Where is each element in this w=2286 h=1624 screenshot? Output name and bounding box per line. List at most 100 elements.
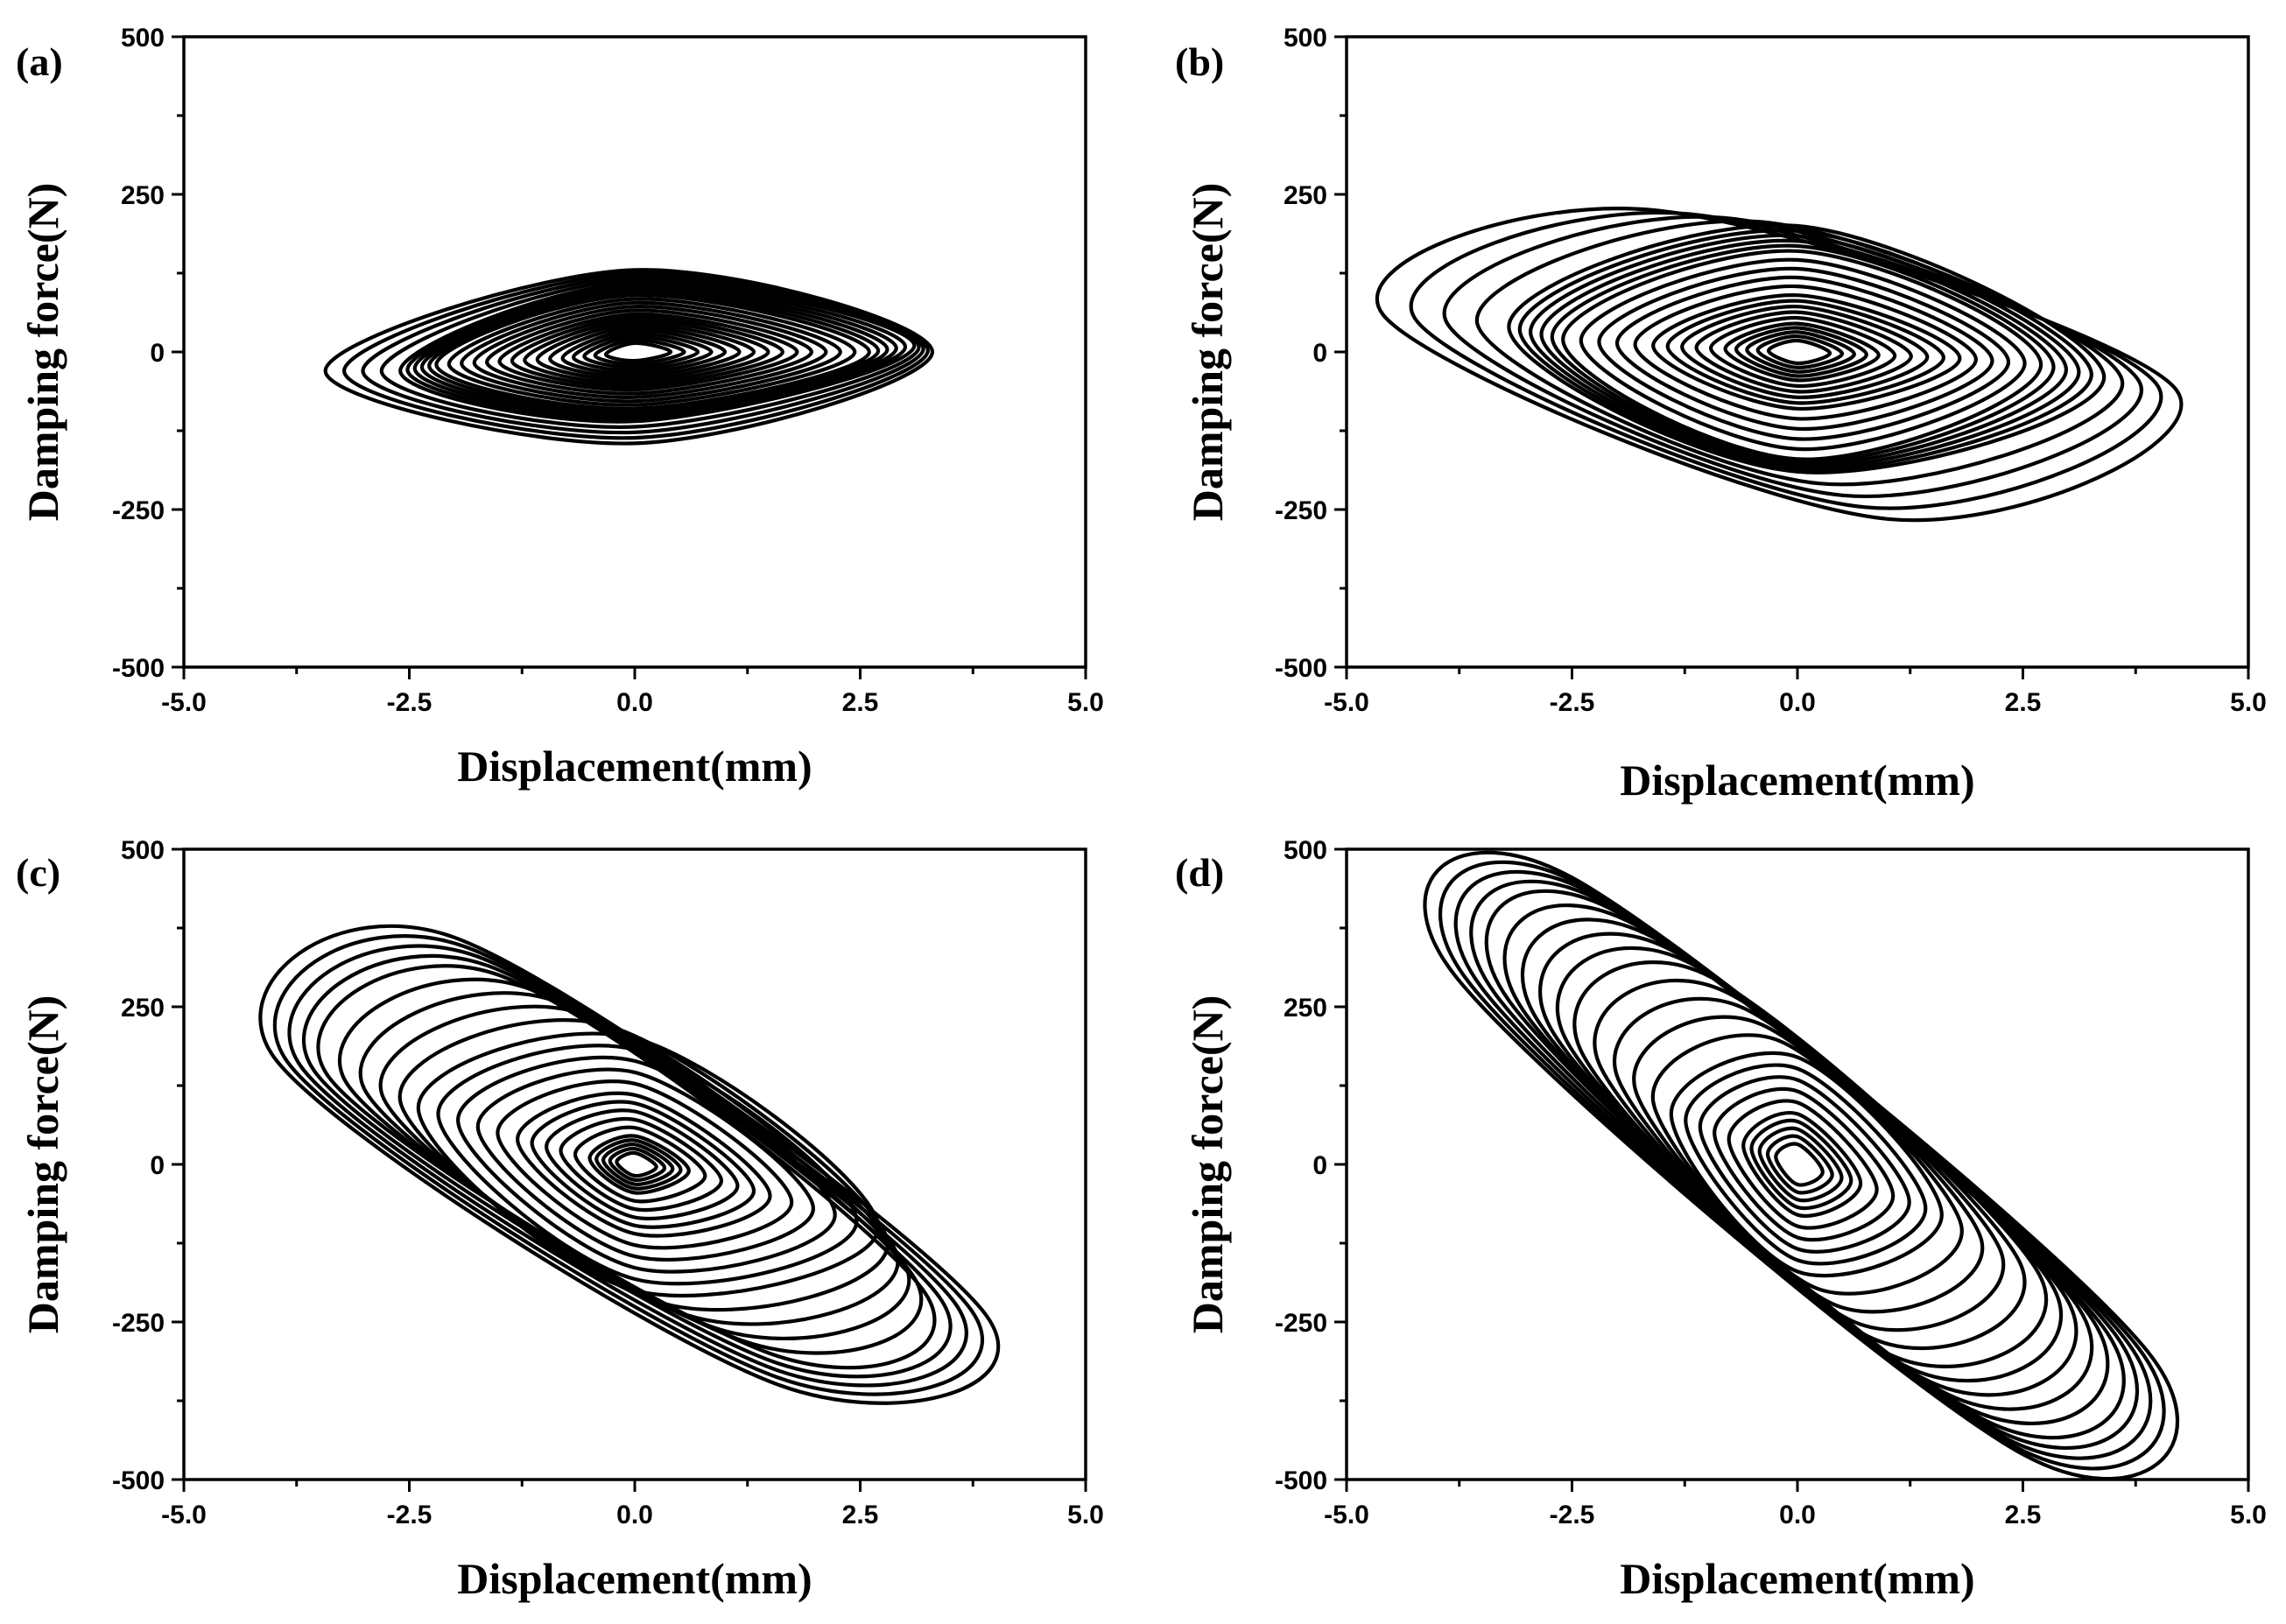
panel-c-frame: [182, 847, 1087, 1481]
panel-c-trajectory-loop: [496, 1079, 794, 1250]
panel-d-trajectory-loop: [1757, 1126, 1844, 1203]
panel-b-trajectory-loop: [1529, 233, 2081, 469]
panel-d-ytick-label: 0: [1312, 1151, 1327, 1180]
panel-c-ytick-label: -250: [112, 1309, 165, 1338]
panel-d-trajectory-loop: [1669, 1051, 1944, 1278]
panel-c-trajectory-loop: [601, 1142, 675, 1186]
panel-b-trajectory-loop: [1375, 207, 2184, 523]
panel-a-trajectory-loop: [582, 334, 700, 369]
panel-c-ytick-label: -500: [112, 1466, 165, 1495]
panel-b-trajectory-loop: [1745, 330, 1856, 374]
panel-a-ytick-label: -500: [112, 654, 165, 683]
panel-b-trajectory-loop: [1597, 266, 2011, 441]
panel-a-trajectory-loop: [571, 331, 714, 373]
panel-d-trajectory-loop: [1438, 860, 2166, 1471]
panel-b-ytick-label: -500: [1275, 654, 1327, 683]
panel-b-trajectory-loop: [1539, 238, 2068, 467]
panel-c-letter: (c): [16, 850, 60, 895]
panel-c-xtick-label: 5.0: [1067, 1501, 1104, 1529]
panel-a-trajectory-loop: [593, 337, 686, 367]
panel-d-trajectory-loop: [1741, 1111, 1863, 1218]
panel-a-trajectory-loop: [434, 293, 871, 411]
panel-c-xtick-label: 2.5: [842, 1501, 879, 1529]
panel-d-trajectory-loop: [1727, 1099, 1879, 1230]
panel-d-trajectory-loop: [1684, 1063, 1928, 1266]
panel-d-ytick-label: -250: [1275, 1309, 1327, 1338]
panel-b-ticks: -5.0 -2.5 0.0 2.5 5.0 500 250 0 -250 -500: [1275, 24, 2267, 717]
panel-c-ticks: -5.0 -2.5 0.0 2.5 5.0 500 250 0 -250 -500: [112, 836, 1104, 1529]
panel-d-trajectory-loop: [1698, 1075, 1911, 1254]
panel-a-trajectory-loop: [379, 277, 921, 429]
panel-d-xtick-label: 5.0: [2230, 1501, 2267, 1529]
panel-b-ylabel: Damping force(N): [1183, 183, 1232, 522]
panel-b-xtick-label: -5.0: [1324, 688, 1369, 717]
panel-c: (c) Damping force(N) Displacement(mm) -5…: [16, 836, 1104, 1603]
panel-b-xtick-label: 2.5: [2005, 688, 2042, 717]
panel-c-ytick-label: 0: [150, 1151, 165, 1180]
panel-b-xtick-label: -2.5: [1550, 688, 1595, 717]
panel-a-xtick-label: 0.0: [616, 688, 653, 717]
panel-c-trajectory-loop: [475, 1067, 815, 1262]
panel-b-ytick-label: 500: [1284, 24, 1327, 53]
panel-c-xtick-label: -5.0: [161, 1501, 207, 1529]
panel-c-trajectory-loop: [287, 944, 968, 1388]
panel-d-trajectory-loop: [1713, 1086, 1896, 1242]
panel-c-ylabel: Damping force(N): [18, 995, 67, 1334]
panel-c-trajectory-loop: [608, 1147, 667, 1182]
panel-c-ytick-label: 250: [121, 994, 165, 1023]
panel-a-trajectory-loop: [447, 297, 857, 407]
panel-a-ytick-label: 250: [121, 181, 165, 210]
panel-b-trajectory-loop: [1614, 275, 1994, 431]
panel-d-ytick-label: 250: [1284, 994, 1327, 1023]
panel-d-trajectory-loop: [1484, 889, 2126, 1440]
panel-c-trajectory-loop: [559, 1116, 723, 1213]
panel-a-trajectory-loop: [497, 312, 799, 392]
panel-d-trajectory-loop: [1555, 946, 2063, 1383]
panel-a-trajectory-loop: [472, 305, 828, 399]
panel-d-trajectory-loop: [1423, 850, 2179, 1481]
panel-a-trajectory-loop: [460, 300, 842, 404]
panel-c-trajectory-loop: [530, 1100, 756, 1229]
panel-c-trajectory-loop: [594, 1138, 683, 1191]
panel-c-trajectory-loop: [615, 1150, 658, 1178]
panel-a-ytick-label: 0: [150, 339, 165, 368]
panel-c-trajectory-loop: [456, 1055, 837, 1274]
panel-a-xtick-label: 2.5: [842, 688, 879, 717]
panel-d-trajectory-loop: [1774, 1142, 1825, 1187]
panel-d-trajectory-loop: [1520, 917, 2094, 1411]
panel-b-trajectory-loop: [1651, 293, 1962, 411]
panel-d-xtick-label: -5.0: [1324, 1501, 1369, 1529]
panel-d-ylabel: Damping force(N): [1183, 995, 1232, 1334]
panel-d-loops: [1423, 850, 2179, 1481]
panel-d-trajectory-loop: [1749, 1118, 1853, 1211]
panel-d: (d) Damping force(N) Displacement(mm) -5…: [1175, 836, 2267, 1603]
panel-b-trajectory-loop: [1766, 338, 1832, 366]
panel-a-trajectory-loop: [427, 291, 881, 413]
panel-b-loops: [1375, 207, 2184, 523]
panel-a-loops: [323, 268, 934, 446]
panel-a-letter: (a): [16, 39, 63, 84]
panel-d-ticks: -5.0 -2.5 0.0 2.5 5.0 500 250 0 -250 -500: [1275, 836, 2267, 1529]
panel-b-ytick-label: 0: [1312, 339, 1327, 368]
panel-a-xtick-label: 5.0: [1067, 688, 1104, 717]
panel-d-xtick-label: 2.5: [2005, 1501, 2042, 1529]
panel-d-trajectory-loop: [1453, 869, 2153, 1460]
panel-b-ytick-label: -250: [1275, 496, 1327, 525]
panel-a-frame: [182, 35, 1087, 669]
panel-a-ytick-label: -250: [112, 496, 165, 525]
panel-d-frame: [1345, 847, 2250, 1481]
panel-c-trajectory-loop: [397, 1018, 890, 1312]
panel-c-trajectory-loop: [516, 1091, 772, 1238]
panel-b-trajectory-loop: [1755, 334, 1845, 369]
panel-b-trajectory-loop: [1442, 214, 2143, 498]
panel-c-trajectory-loop: [416, 1031, 881, 1297]
panel-a-trajectory-loop: [485, 308, 813, 396]
panel-b-trajectory-loop: [1507, 223, 2107, 475]
panel-a-trajectory-loop: [523, 318, 770, 386]
panel-b-letter: (b): [1175, 39, 1224, 84]
panel-a-trajectory-loop: [535, 321, 756, 383]
panel-a-trajectory-loop: [412, 285, 898, 418]
panel-d-ytick-label: 500: [1284, 836, 1327, 865]
panel-a-trajectory-loop: [419, 288, 890, 416]
